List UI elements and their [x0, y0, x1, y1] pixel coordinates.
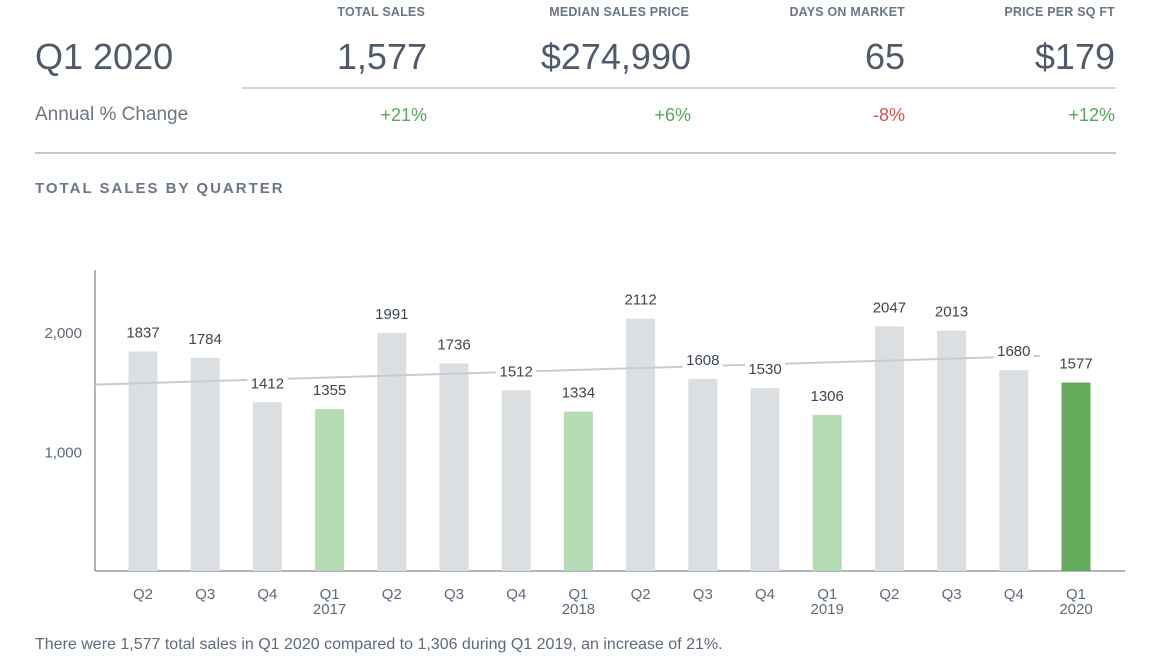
value-label-bg	[371, 304, 412, 325]
median-price-value: $274,990	[540, 36, 691, 77]
y-tick-label: 1,000	[44, 445, 82, 462]
value-label-bg	[682, 349, 723, 370]
value-label-bg	[558, 382, 599, 403]
value-label-bg	[123, 322, 163, 343]
bar-value-label: 1680	[997, 343, 1030, 360]
bar-value-label: 1577	[1059, 356, 1092, 373]
bar-value-label: 1784	[189, 331, 222, 348]
bar	[999, 370, 1029, 571]
col-head-total-sales: TOTAL SALES	[337, 5, 425, 19]
bar	[688, 378, 718, 571]
bar	[439, 363, 469, 571]
x-tick-label: Q4	[257, 586, 277, 603]
value-label-bg	[931, 301, 972, 322]
total-sales-change: +21%	[380, 105, 427, 125]
bar	[501, 390, 531, 571]
bar-value-label: 1837	[126, 324, 159, 341]
bar-value-label: 1412	[251, 375, 284, 392]
bar-value-label: 1512	[500, 363, 533, 380]
x-tick-label: Q1	[1066, 586, 1086, 603]
x-year-label: 2019	[811, 601, 844, 618]
col-head-days-on-market: DAYS ON MARKET	[789, 5, 905, 19]
x-tick-label: Q2	[631, 586, 651, 603]
x-tick-label: Q2	[382, 586, 402, 603]
bar	[128, 351, 158, 571]
bar	[315, 409, 345, 571]
value-label-bg	[1056, 353, 1096, 374]
bar	[190, 357, 220, 571]
period-label: Q1 2020	[35, 36, 174, 77]
price-per-sqft-value: $179	[1034, 36, 1115, 77]
bar-value-label: 1530	[748, 361, 781, 378]
x-tick-label: Q2	[879, 586, 899, 603]
bar	[750, 388, 780, 571]
value-label-bg	[496, 361, 537, 382]
x-year-label: 2020	[1059, 601, 1092, 618]
x-tick-label: Q4	[506, 586, 526, 603]
value-label-bg	[309, 380, 350, 401]
total-sales-value: 1,577	[336, 36, 427, 77]
value-label-bg	[185, 328, 226, 349]
price-per-sqft-change: +12%	[1068, 105, 1115, 125]
x-tick-label: Q4	[755, 586, 775, 603]
value-label-bg	[869, 297, 910, 318]
bar-value-label: 1306	[811, 388, 844, 405]
bar-value-label: 2047	[873, 299, 906, 316]
days-on-market-value: 65	[864, 36, 905, 77]
bar-value-label: 1736	[437, 337, 470, 354]
x-tick-label: Q2	[133, 586, 153, 603]
bar	[937, 330, 967, 571]
x-tick-label: Q3	[693, 586, 713, 603]
bar	[563, 411, 593, 571]
value-label-bg	[993, 341, 1034, 362]
annual-change-label: Annual % Change	[35, 104, 189, 125]
value-label-bg	[620, 289, 661, 310]
sales-bar-chart: 1,000 2,000 1837 1784 1412 1355 1991 1736 1512 13…	[44, 270, 1125, 618]
bar-value-label: 1334	[562, 385, 595, 402]
x-tick-label: Q3	[195, 586, 215, 603]
x-year-label: 2017	[313, 601, 346, 618]
col-head-median-price: MEDIAN SALES PRICE	[549, 5, 689, 19]
x-tick-label: Q4	[1004, 586, 1024, 603]
x-tick-label: Q3	[444, 586, 464, 603]
chart-title: TOTAL SALES BY QUARTER	[35, 180, 285, 197]
bar	[1061, 382, 1091, 571]
bar	[874, 326, 904, 571]
bar-value-label: 2013	[935, 303, 968, 320]
value-label-bg	[807, 385, 848, 406]
bar-value-label: 1355	[313, 382, 346, 399]
x-year-label: 2018	[562, 601, 595, 618]
days-on-market-change: -8%	[872, 105, 905, 125]
value-label-bg	[434, 334, 474, 355]
x-tick-label: Q1	[568, 586, 588, 603]
y-tick-label: 2,000	[44, 325, 82, 342]
x-tick-label: Q1	[320, 586, 340, 603]
x-tick-label: Q1	[817, 586, 837, 603]
bar-value-label: 2112	[624, 292, 656, 309]
bar-value-label: 1991	[375, 306, 408, 323]
stats-header: TOTAL SALES MEDIAN SALES PRICE DAYS ON M…	[0, 0, 1151, 160]
x-tick-label: Q3	[942, 586, 962, 603]
header-divider	[242, 87, 1116, 89]
bar-value-label: 1608	[686, 352, 719, 369]
bar	[626, 318, 656, 571]
value-label-bg	[745, 359, 785, 380]
chart-caption: There were 1,577 total sales in Q1 2020 …	[35, 636, 723, 653]
median-price-change: +6%	[654, 105, 691, 125]
section-divider	[35, 152, 1116, 154]
bar	[812, 414, 842, 571]
bar	[377, 333, 407, 571]
value-label-bg	[247, 373, 288, 394]
bar	[252, 402, 282, 571]
col-head-price-per-sqft: PRICE PER SQ FT	[1004, 5, 1115, 19]
